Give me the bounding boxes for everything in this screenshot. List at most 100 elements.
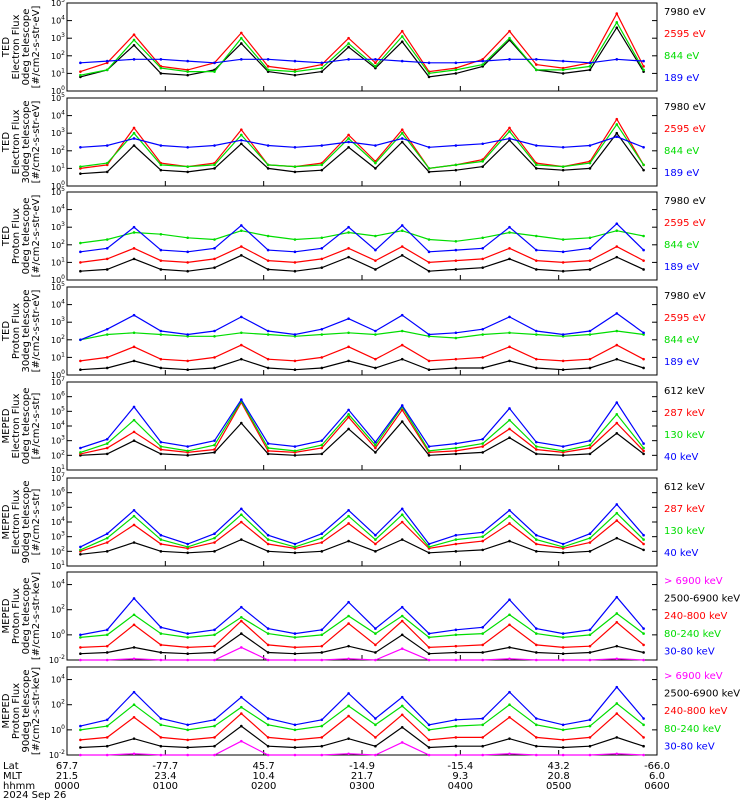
y-tick-label: 102 <box>51 50 65 61</box>
series-line <box>80 222 645 253</box>
data-point <box>642 168 645 172</box>
series-line <box>80 26 645 78</box>
data-point <box>105 257 109 261</box>
data-point <box>615 131 619 135</box>
data-point <box>427 545 431 549</box>
data-point <box>615 21 619 24</box>
data-point <box>400 404 404 407</box>
data-point <box>213 439 216 442</box>
data-point <box>400 40 404 44</box>
series-line <box>80 117 645 170</box>
legend-entry: 2595 eV <box>664 29 706 40</box>
data-point <box>400 408 404 412</box>
data-point <box>213 366 216 370</box>
data-point <box>213 266 216 269</box>
data-point <box>642 248 645 252</box>
data-point <box>159 357 163 361</box>
data-point <box>79 451 82 454</box>
series-line <box>80 230 644 244</box>
y-axis-label: 30deg telescope <box>21 100 32 183</box>
data-point <box>374 550 377 553</box>
data-point <box>105 718 109 722</box>
data-point <box>79 368 82 372</box>
data-point <box>561 368 565 372</box>
y-tick-label: 104 <box>51 674 65 685</box>
data-point <box>240 133 243 137</box>
data-point <box>79 633 82 637</box>
data-point <box>240 615 243 619</box>
data-point <box>481 539 484 543</box>
legend-entry: 130 keV <box>664 526 705 537</box>
data-point <box>427 454 431 457</box>
y-axis-label: Proton Flux <box>11 208 22 264</box>
data-point <box>561 145 565 149</box>
data-point <box>347 622 350 625</box>
data-point <box>186 652 189 656</box>
series-line <box>80 646 644 661</box>
data-point <box>186 545 189 549</box>
data-point <box>561 738 565 742</box>
data-point <box>508 427 511 431</box>
data-point <box>105 644 109 648</box>
data-point <box>320 333 324 336</box>
data-point <box>159 533 163 537</box>
footer-row-label: Lat <box>3 761 19 772</box>
data-point <box>400 254 404 257</box>
data-point <box>320 443 324 447</box>
data-point <box>320 536 324 540</box>
panel-2: 100 101 102 103 104 105 TED Electron Flux 30deg … <box>1 92 706 191</box>
panel-5: 101 102 103 104 105 106 107 MEPED Electron Flux 0… <box>1 376 705 475</box>
y-axis-label: TED <box>1 226 12 247</box>
y-tick-label: 101 <box>51 351 65 362</box>
data-point <box>266 248 270 252</box>
data-point <box>320 651 324 654</box>
footer-mlt: 6.0 <box>649 771 665 782</box>
data-point <box>481 626 484 629</box>
data-point <box>79 261 82 264</box>
data-point <box>427 646 431 649</box>
data-point <box>374 736 377 739</box>
data-point <box>186 746 189 749</box>
data-point <box>240 507 243 511</box>
data-point <box>454 248 458 252</box>
data-point <box>186 145 189 149</box>
data-point <box>266 234 270 238</box>
data-point <box>132 523 136 527</box>
data-point <box>266 723 270 727</box>
data-point <box>454 538 458 541</box>
data-point <box>642 449 645 453</box>
data-point <box>186 359 189 363</box>
data-point <box>320 628 324 632</box>
data-point <box>535 723 538 727</box>
legend-entry: 40 keV <box>664 452 698 463</box>
data-point <box>561 658 565 662</box>
data-point <box>320 439 324 442</box>
data-point <box>132 331 136 335</box>
y-axis-label: Electron Flux <box>11 489 22 554</box>
series-line <box>80 620 644 649</box>
data-point <box>320 356 324 359</box>
data-point <box>266 753 270 757</box>
y-tick-label: 105 <box>51 186 65 197</box>
data-point <box>132 225 136 229</box>
data-point <box>588 329 592 333</box>
y-tick-label: 105 <box>51 405 65 416</box>
data-point <box>615 702 619 705</box>
data-point <box>561 728 565 732</box>
y-tick-label: 104 <box>51 516 65 527</box>
data-point <box>320 236 324 240</box>
data-point <box>535 627 538 630</box>
y-tick-label: 100 <box>51 369 65 380</box>
data-point <box>615 229 619 233</box>
data-point <box>293 551 297 555</box>
data-point <box>320 718 324 722</box>
data-point <box>588 718 592 722</box>
y-tick-label: 103 <box>51 221 65 232</box>
panel-frame <box>66 286 658 376</box>
data-point <box>508 36 511 40</box>
data-point <box>588 443 592 447</box>
data-point <box>79 545 82 549</box>
data-point <box>347 231 350 234</box>
footer-hhmm: 0100 <box>153 781 178 792</box>
data-point <box>347 412 350 416</box>
